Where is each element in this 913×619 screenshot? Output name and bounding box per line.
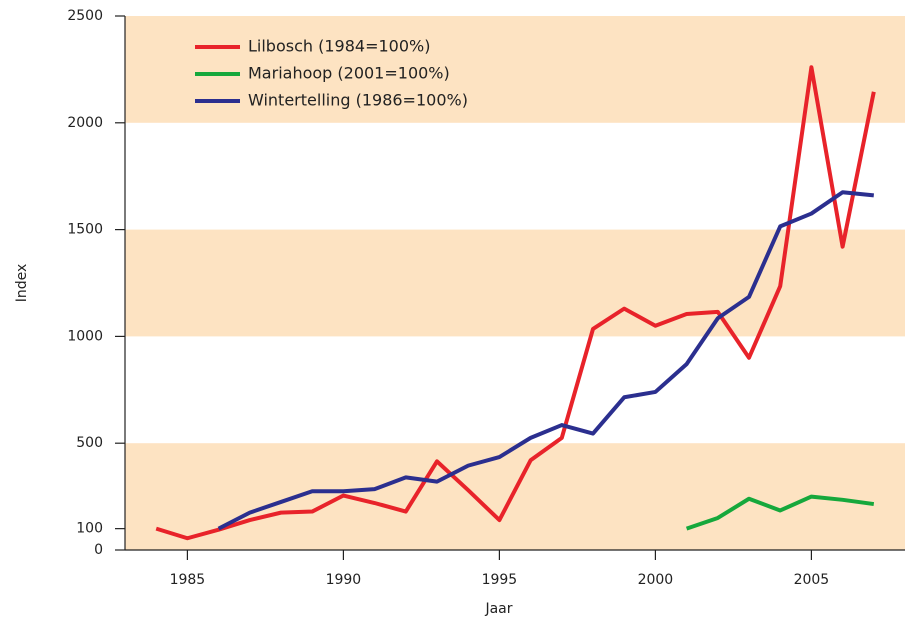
series-line <box>217 190 875 531</box>
y-axis-label: Index <box>14 264 30 303</box>
series-line <box>685 494 875 531</box>
series-line <box>155 65 876 541</box>
y-tick-label: 1000 <box>67 328 103 344</box>
band <box>125 229 905 337</box>
y-tick-label: 100 <box>76 521 103 537</box>
legend-label: Wintertelling (1986=100%) <box>248 91 468 110</box>
y-tick-label: 0 <box>94 542 103 558</box>
y-tick-label: 2000 <box>67 115 103 131</box>
y-tick-label: 1500 <box>67 222 103 238</box>
legend-label: Lilbosch (1984=100%) <box>248 37 430 56</box>
x-tick-label: 1995 <box>482 572 518 588</box>
x-tick-label: 1985 <box>170 572 206 588</box>
x-tick-label: 2000 <box>638 572 674 588</box>
x-tick-label: 1990 <box>326 572 362 588</box>
band <box>125 16 905 123</box>
x-axis-label: Jaar <box>484 601 512 617</box>
x-tick-label: 2005 <box>794 572 830 588</box>
band <box>125 443 905 550</box>
legend-label: Mariahoop (2001=100%) <box>248 64 450 83</box>
y-tick-label: 2500 <box>67 8 103 24</box>
y-tick-label: 500 <box>76 435 103 451</box>
